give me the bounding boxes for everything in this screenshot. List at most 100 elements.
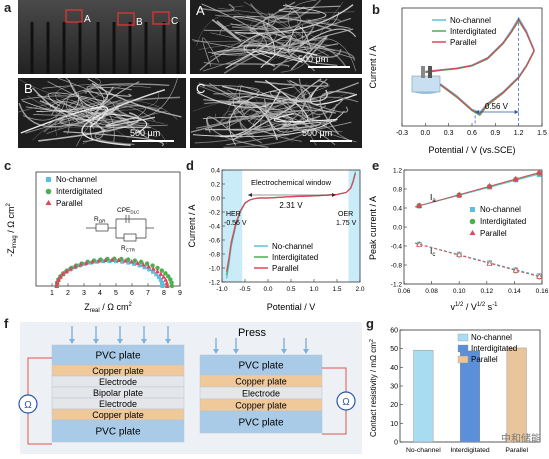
c-point-parallel bbox=[122, 258, 128, 263]
sem-tile-a: A 500 μm bbox=[190, 0, 362, 74]
c-point-parallel bbox=[90, 259, 95, 264]
c-xtick-label: 1 bbox=[50, 290, 54, 297]
c-point-parallel bbox=[60, 271, 66, 276]
layer-label: PVC plate bbox=[95, 427, 140, 438]
g-bar-no-channel bbox=[413, 349, 434, 443]
c-point-parallel bbox=[158, 271, 164, 276]
c-point-no-channel bbox=[151, 269, 156, 274]
e-point-cathodic-parallel bbox=[486, 260, 493, 266]
cell-illustration bbox=[411, 66, 441, 94]
e-xtick-label: 0.08 bbox=[425, 288, 438, 295]
equivalent-circuit bbox=[86, 215, 154, 242]
fiber-texture-c bbox=[190, 78, 362, 148]
g-ytick-label: 10 bbox=[390, 421, 398, 428]
ohmmeter-right-label: Ω bbox=[342, 397, 350, 408]
chart-b-cyclic-voltammetry: -0.3 0.0 0.3 0.6 0.9 1.2 1.5 No-channel Interd… bbox=[368, 7, 547, 155]
e-xtick-label: 0.12 bbox=[480, 288, 493, 295]
layer-label: Copper plate bbox=[92, 410, 144, 420]
e-point-anodic-parallel bbox=[536, 169, 543, 175]
layer-label: Copper plate bbox=[235, 401, 287, 411]
d-legend-interdigitated: Interdigitated bbox=[272, 253, 318, 262]
c-legend-parallel: Parallel bbox=[56, 199, 83, 208]
d-ytick-label: 0.4 bbox=[211, 168, 220, 175]
g-ytick-label: 40 bbox=[390, 365, 398, 372]
press-label: Press bbox=[238, 327, 267, 339]
b-xtick-label: 0.9 bbox=[490, 130, 500, 137]
c-point-interdigitated bbox=[125, 257, 131, 262]
g-bar-parallel bbox=[506, 347, 527, 443]
chart-e-ylabel: Peak current / A bbox=[368, 196, 378, 260]
e-ytick-label: 0.0 bbox=[393, 225, 402, 232]
chart-e-peak-current: 0.06 0.08 0.10 0.12 0.14 0.16 -1.2 -0.8 -0.4 0.0 0… bbox=[368, 168, 549, 313]
c-point-parallel bbox=[164, 283, 170, 288]
d-xtick-label: 0.0 bbox=[263, 286, 272, 293]
c-point-interdigitated bbox=[138, 259, 144, 265]
g-category-label: Parallel bbox=[505, 447, 528, 454]
d-xtick-label: -0.5 bbox=[239, 286, 251, 293]
c-point-interdigitated bbox=[132, 258, 138, 263]
c-point-no-channel bbox=[160, 284, 165, 288]
g-ytick-label: 20 bbox=[390, 402, 398, 409]
b-xtick-label: 0.0 bbox=[420, 130, 430, 137]
d-legend-no-channel: No-channel bbox=[272, 242, 313, 251]
g-ytick-label: 50 bbox=[390, 346, 398, 353]
c-point-parallel bbox=[146, 263, 151, 269]
chart-c-nyquist: 1 2 3 4 5 6 7 8 9 No-channel Interdigitated Para… bbox=[6, 171, 182, 314]
chart-e-xlabel: v1/2 / V1/2 s-1 bbox=[450, 302, 498, 312]
chart-e-frame bbox=[403, 169, 543, 285]
d-ytick-label: -0.8 bbox=[209, 252, 221, 259]
c-point-parallel bbox=[151, 266, 156, 271]
e-xtick-label: 0.10 bbox=[453, 288, 466, 295]
layer-label: PVC plate bbox=[238, 418, 283, 429]
e-point-anodic-parallel bbox=[456, 191, 463, 198]
d-ytick-label: -1.2 bbox=[209, 280, 221, 287]
g-legend-parallel: Parallel bbox=[471, 355, 498, 364]
e-point-cathodic-parallel bbox=[512, 266, 519, 273]
c-point-parallel bbox=[54, 283, 60, 288]
e-legend-no-channel: No-channel bbox=[480, 205, 521, 214]
chart-g-legend: No-channel Interdigitated Parallel bbox=[457, 333, 517, 364]
e-point-cathodic-parallel bbox=[456, 251, 463, 257]
sem-tile-c: C 500 μm bbox=[190, 78, 362, 148]
c-point-parallel bbox=[129, 259, 134, 264]
scale-bar-c bbox=[310, 140, 352, 142]
c-point-interdigitated bbox=[150, 263, 155, 268]
layer-label: Electrode bbox=[99, 377, 137, 387]
chart-g-ylabel: Contact resistivity / mΩ cm2 bbox=[369, 339, 378, 437]
b-xtick-label: 0.6 bbox=[467, 130, 477, 137]
panel-label-d: d bbox=[186, 158, 194, 173]
d-xtick-label: 0.5 bbox=[286, 286, 295, 293]
overview-tag-c: C bbox=[171, 16, 178, 27]
c-point-no-channel bbox=[158, 278, 163, 283]
c-point-no-channel bbox=[107, 259, 112, 264]
overview-tag-b: B bbox=[136, 17, 143, 28]
c-legend-no-channel: No-channel bbox=[56, 175, 97, 184]
window-value: 2.31 V bbox=[279, 201, 303, 210]
e-point-cathodic-parallel bbox=[416, 241, 423, 247]
c-xtick-label: 7 bbox=[146, 290, 150, 297]
c-point-no-channel bbox=[137, 263, 142, 268]
chart-e-legend: No-channel Interdigitated Parallel bbox=[469, 205, 526, 238]
chart-b-xlabel: Potential / V (vs.SCE) bbox=[428, 145, 515, 155]
c-point-no-channel bbox=[142, 265, 147, 270]
chart-c-ylabel: -Zimag / Ω cm2 bbox=[6, 203, 18, 257]
d-ytick-label: -0.2 bbox=[209, 210, 221, 217]
c-point-interdigitated bbox=[166, 274, 171, 279]
e-point-cathodic-parallel bbox=[536, 273, 543, 279]
g-legend-no-channel: No-channel bbox=[471, 333, 512, 342]
b-xtick-label: 1.2 bbox=[514, 130, 524, 137]
d-xtick-label: 1.5 bbox=[332, 286, 341, 293]
c-point-no-channel bbox=[132, 261, 137, 266]
e-ytick-label: 0.4 bbox=[393, 206, 402, 213]
layer-pvc-plate bbox=[51, 419, 185, 443]
chart-d-xlabel: Potential / V bbox=[267, 302, 316, 312]
c-point-interdigitated bbox=[119, 256, 124, 262]
chart-d-legend: No-channel Interdigitated Parallel bbox=[254, 242, 318, 273]
chart-d-linear-sweep: -1.0 -0.5 0.0 0.5 1.0 1.5 2.0-1.2-1.0-0.8-0.6-… bbox=[187, 168, 365, 313]
e-legend-parallel: Parallel bbox=[480, 229, 507, 238]
overview-tag-a: A bbox=[84, 14, 91, 25]
c-point-parallel bbox=[103, 257, 108, 263]
oer-value: 1.75 V bbox=[336, 220, 357, 227]
